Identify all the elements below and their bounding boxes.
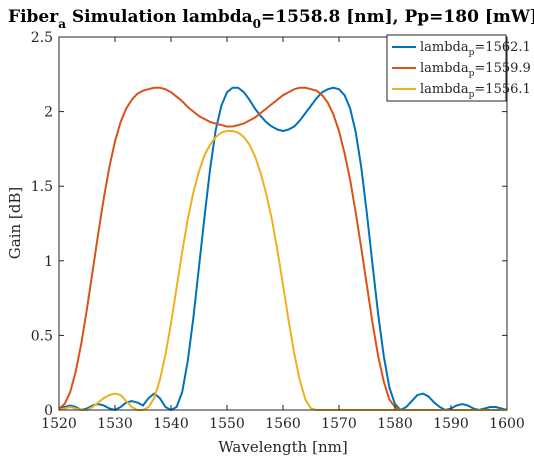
y-axis-label: Gain [dB] bbox=[6, 187, 24, 259]
x-axis-label: Wavelength [nm] bbox=[218, 438, 347, 456]
series-line-1 bbox=[58, 86, 508, 411]
legend-entry-value: =1559.9 bbox=[474, 61, 530, 76]
x-tick-label: 1540 bbox=[153, 416, 189, 432]
legend-entry-2: lambdap=1559.9 bbox=[420, 61, 531, 79]
chart-title-prefix-subscript: a bbox=[58, 17, 66, 31]
x-tick-label: 1550 bbox=[209, 416, 245, 432]
x-axis: 1520 1530 1540 1550 1560 1570 1580 1590 1600 bbox=[41, 37, 525, 432]
chart-title-suffix: =1558.8 [nm], Pp=180 [mW] bbox=[261, 7, 534, 27]
legend-entry-value: =1562.1 bbox=[474, 40, 530, 55]
x-tick-label: 1600 bbox=[489, 416, 525, 432]
chart-title-middle: Simulation lambda bbox=[66, 7, 253, 27]
legend-entry-subscript: p bbox=[469, 69, 475, 79]
y-tick-label: 0 bbox=[44, 403, 53, 419]
chart-title: Fibera Simulation lambda0=1558.8 [nm], P… bbox=[8, 7, 534, 31]
legend-entry-main: lambda bbox=[420, 82, 469, 97]
legend-entry-main: lambda bbox=[420, 61, 469, 76]
y-tick-label: 1 bbox=[44, 254, 53, 270]
y-tick-label: 0.5 bbox=[31, 328, 53, 344]
legend-entry-subscript: p bbox=[469, 48, 475, 58]
y-axis: 0 0.5 1 1.5 2 2.5 bbox=[31, 30, 507, 419]
x-tick-label: 1570 bbox=[321, 416, 357, 432]
chart-title-middle-subscript: 0 bbox=[253, 17, 261, 31]
y-tick-label: 2.5 bbox=[31, 30, 53, 46]
x-tick-label: 1530 bbox=[97, 416, 133, 432]
legend-entry-subscript: p bbox=[469, 90, 475, 100]
legend-entry-1: lambdap=1562.1 bbox=[420, 40, 531, 58]
x-tick-label: 1560 bbox=[265, 416, 301, 432]
chart-title-prefix: Fiber bbox=[8, 7, 59, 27]
legend-entry-main: lambda bbox=[420, 40, 469, 55]
legend: lambdap=1562.1lambdap=1559.9lambdap=1556… bbox=[386, 34, 531, 102]
y-tick-label: 2 bbox=[44, 105, 53, 121]
legend-entry-3: lambdap=1556.1 bbox=[420, 82, 531, 100]
x-tick-label: 1520 bbox=[41, 416, 77, 432]
legend-entry-value: =1556.1 bbox=[474, 82, 530, 97]
x-tick-label: 1580 bbox=[377, 416, 413, 432]
x-tick-label: 1590 bbox=[433, 416, 469, 432]
y-tick-label: 1.5 bbox=[31, 179, 53, 195]
